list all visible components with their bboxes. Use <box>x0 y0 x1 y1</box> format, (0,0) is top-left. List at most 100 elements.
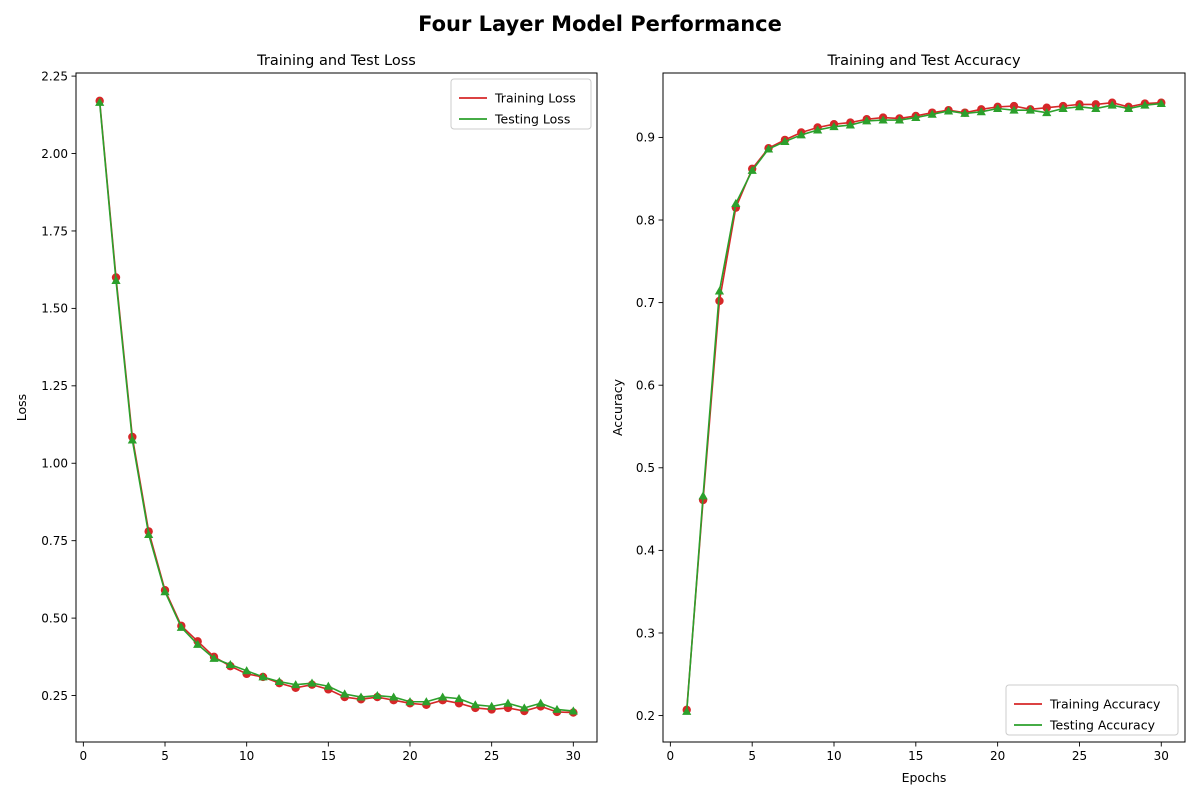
data-point <box>225 659 235 669</box>
data-point <box>454 694 464 703</box>
data-point <box>763 144 774 153</box>
data-point <box>698 491 708 500</box>
legend-box <box>1005 684 1179 736</box>
y-axis-label: Loss <box>14 394 29 421</box>
data-point <box>519 703 529 712</box>
data-point <box>487 701 497 710</box>
data-point <box>389 692 399 701</box>
data-point <box>714 286 725 295</box>
data-point <box>1042 108 1052 117</box>
chart-1: Training and Test Loss 0 5 10 15 20 25 30 0.25 0.… <box>14 53 598 763</box>
x-tick-label: 10 <box>239 749 254 763</box>
x-tick-label: 30 <box>566 749 581 763</box>
series-line <box>685 101 1162 710</box>
data-point <box>291 680 301 689</box>
data-point <box>536 698 546 707</box>
axes-frame <box>75 72 598 743</box>
data-point <box>160 587 170 596</box>
series-2 <box>95 97 578 715</box>
data-point <box>1009 105 1019 114</box>
data-point <box>274 677 284 686</box>
y-tick-label: 1.50 <box>41 302 68 316</box>
data-point <box>1074 102 1085 111</box>
data-point <box>1107 100 1117 109</box>
data-point <box>911 113 921 122</box>
data-point <box>470 700 480 709</box>
figure-title: Four Layer Model Performance <box>418 12 782 36</box>
legend-entry: Training Accuracy <box>1049 697 1161 712</box>
data-point <box>829 122 839 131</box>
x-tick-label: 15 <box>908 749 923 763</box>
series-2 <box>682 98 1166 715</box>
data-point <box>503 698 513 707</box>
data-point <box>976 107 986 116</box>
x-tick-label: 20 <box>402 749 417 763</box>
data-point <box>780 136 790 145</box>
data-point <box>323 681 333 690</box>
data-point <box>960 108 970 117</box>
data-point <box>176 622 186 631</box>
legend-box <box>450 78 592 130</box>
series-1 <box>682 98 1166 714</box>
y-tick-label: 0.6 <box>636 379 655 393</box>
data-point <box>1058 103 1068 112</box>
legend: Training Accuracy Testing Accuracy <box>1005 684 1179 736</box>
y-axis-label: Accuracy <box>610 378 625 436</box>
y-tick-label: 0.3 <box>636 626 655 640</box>
data-point <box>682 706 692 715</box>
data-point <box>1042 103 1051 112</box>
data-point <box>1123 103 1134 112</box>
data-point <box>894 115 905 124</box>
data-point <box>209 653 219 662</box>
legend-entry: Testing Accuracy <box>1049 718 1156 733</box>
y-tick-label: 0.9 <box>636 131 655 145</box>
axes-frame <box>662 72 1186 743</box>
data-point <box>993 103 1003 112</box>
chart-2: Training and Test Accuracy 0 5 10 15 20 25 30 0.… <box>610 53 1186 785</box>
legend-entry: Testing Loss <box>494 112 570 127</box>
y-tick-label: 0.25 <box>41 689 68 703</box>
data-point <box>340 689 350 698</box>
data-point <box>1156 98 1166 108</box>
series-line <box>685 102 1162 712</box>
data-point <box>813 125 823 134</box>
data-point <box>421 697 431 706</box>
x-tick-label: 0 <box>80 749 88 763</box>
y-tick-label: 0.75 <box>41 534 68 548</box>
data-point <box>747 165 757 174</box>
x-tick-label: 10 <box>826 749 841 763</box>
data-point <box>438 692 448 701</box>
series-line <box>98 102 574 712</box>
legend: Training Loss Testing Loss <box>450 78 592 130</box>
data-point <box>943 106 954 115</box>
data-point <box>1025 105 1035 114</box>
data-point <box>862 116 872 125</box>
data-point <box>307 678 317 687</box>
data-point <box>927 109 937 118</box>
y-tick-label: 1.25 <box>41 379 68 393</box>
y-tick-label: 0.50 <box>41 611 68 625</box>
data-point <box>878 115 888 124</box>
chart-title: Training and Test Loss <box>256 53 416 69</box>
data-point <box>144 529 154 538</box>
data-point <box>111 275 121 284</box>
data-point <box>1091 103 1101 112</box>
y-tick-label: 0.7 <box>636 296 655 310</box>
data-point <box>258 672 268 681</box>
x-tick-label: 5 <box>748 749 756 763</box>
x-tick-label: 15 <box>321 749 336 763</box>
data-point <box>356 692 366 701</box>
y-tick-label: 0.8 <box>636 213 655 227</box>
x-tick-label: 5 <box>161 749 169 763</box>
chart-title: Training and Test Accuracy <box>826 53 1020 69</box>
x-axis-label: Epochs <box>902 770 947 785</box>
y-tick-label: 0.5 <box>636 461 655 475</box>
data-point <box>242 666 252 675</box>
data-point <box>568 706 578 715</box>
x-tick-label: 30 <box>1154 749 1169 763</box>
legend-entry: Training Loss <box>494 91 576 106</box>
y-tick-label: 2.00 <box>41 147 68 161</box>
y-tick-label: 1.00 <box>41 457 68 471</box>
